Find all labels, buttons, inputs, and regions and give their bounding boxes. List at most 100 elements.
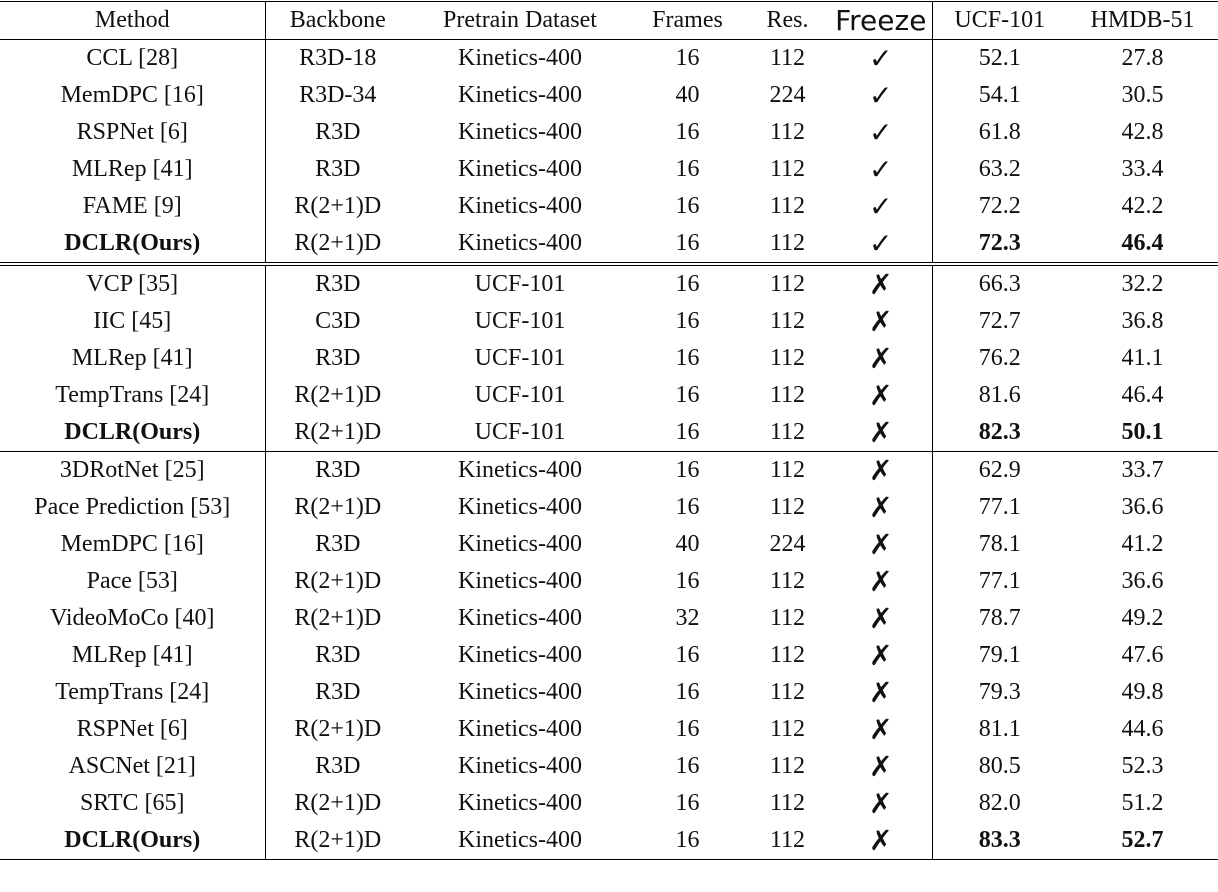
table-cell: 224 (769, 531, 806, 557)
table-cell: 83.3 (978, 827, 1021, 853)
table-cell: 36.6 (1121, 568, 1164, 594)
table-cell: 16 (630, 451, 745, 489)
table-cell: UCF-101 (474, 419, 566, 445)
table-cell: Kinetics-400 (458, 531, 582, 557)
table-cell: ✗ (830, 600, 933, 637)
table-cell: 33.4 (1121, 156, 1164, 182)
table-cell: ✗ (830, 711, 933, 748)
table-cell: Kinetics-400 (458, 45, 582, 71)
header-row: Method Backbone Pretrain Dataset Frames Res.… (0, 1, 1218, 40)
table-cell: R3D (315, 531, 361, 557)
table-cell: 16 (675, 156, 700, 182)
table-cell: 52.3 (1121, 753, 1164, 779)
table-cell: 16 (675, 568, 700, 594)
table-row: ASCNet [21] R3D Kinetics-400 16 112 ✗ 80.5 52.3 (0, 748, 1218, 785)
table-row: FAME [9] R(2+1)D Kinetics-400 16 112 ✓ 72.2 42.… (0, 188, 1218, 225)
table-cell: 80.5 (978, 753, 1021, 779)
table-row: Pace [53] R(2+1)D Kinetics-400 16 112 ✗ 77.1 36… (0, 563, 1218, 600)
table-cell: ✗ (830, 785, 933, 822)
table-cell: 112 (769, 494, 806, 520)
table-cell: 82.0 (978, 790, 1021, 816)
table-cell: MLRep [41] (0, 637, 266, 674)
table-cell: 16 (675, 308, 700, 334)
table-cell: 82.3 (978, 419, 1021, 445)
table-cell: 112 (745, 262, 830, 303)
table-cell: Kinetics-400 (458, 753, 582, 779)
table-cell: 27.8 (1121, 45, 1164, 71)
table-cell: 33.7 (1067, 451, 1218, 489)
table-cell: 72.2 (978, 193, 1021, 219)
table-cell: R3D (265, 262, 410, 303)
table-cell: R(2+1)D (294, 494, 382, 520)
table-cell: DCLR(Ours) (0, 225, 266, 264)
table-cell: MLRep [41] (0, 151, 266, 188)
table-cell: 112 (769, 230, 806, 256)
table-cell: R3D (265, 451, 410, 489)
table-cell: UCF-101 (474, 345, 566, 371)
table-cell: Kinetics-400 (458, 790, 582, 816)
table-cell: 112 (769, 790, 806, 816)
table-cell: 16 (675, 193, 700, 219)
table-cell: RSPNet [6] (0, 711, 266, 748)
table-cell: 112 (769, 419, 806, 445)
table-cell: 16 (675, 716, 700, 742)
table-cell: 112 (769, 45, 806, 71)
table-cell: ✗ (830, 377, 933, 414)
table-cell: ✗ (830, 674, 933, 711)
table-cell: VideoMoCo [40] (0, 600, 266, 637)
table-cell: 16 (675, 642, 700, 668)
table-cell: ✓ (830, 114, 933, 151)
table-cell: 112 (769, 193, 806, 219)
table-cell: 112 (769, 119, 806, 145)
table-row: MemDPC [16] R3D Kinetics-400 40 224 ✗ 78.1 41.2 (0, 526, 1218, 563)
table-cell: Kinetics-400 (458, 716, 582, 742)
table-cell: 47.6 (1121, 642, 1164, 668)
table-cell: CCL [28] (0, 39, 266, 77)
table-cell: 46.4 (1121, 382, 1164, 408)
table-cell: 42.8 (1121, 119, 1164, 145)
table-cell: ✗ (830, 526, 933, 563)
table-row: RSPNet [6] R3D Kinetics-400 16 112 ✓ 61.8 42.8 (0, 114, 1218, 151)
table-cell: R3D-34 (299, 82, 377, 108)
table-row: RSPNet [6] R(2+1)D Kinetics-400 16 112 ✗ 81.1 4… (0, 711, 1218, 748)
header-cell: Res. (766, 7, 809, 33)
table-cell: 72.7 (978, 308, 1021, 334)
table-cell: ✗ (830, 414, 933, 452)
table-cell: IIC [45] (0, 303, 266, 340)
table-cell: 81.6 (978, 382, 1021, 408)
table-row: DCLR(Ours) R(2+1)D Kinetics-400 16 112 ✓ 72.3 4… (0, 225, 1218, 264)
table-cell: R3D (315, 119, 361, 145)
table-cell: Kinetics-400 (458, 494, 582, 520)
table-cell: 32.2 (1067, 262, 1218, 303)
table-cell: C3D (315, 308, 361, 334)
table-cell: 79.1 (978, 642, 1021, 668)
table-cell: 52.1 (978, 45, 1021, 71)
table-cell: 16 (675, 494, 700, 520)
table-row: TempTrans [24] R(2+1)D UCF-101 16 112 ✗ 81.6 46… (0, 377, 1218, 414)
table-cell: Kinetics-400 (458, 230, 582, 256)
table-cell: 51.2 (1121, 790, 1164, 816)
table-cell: MemDPC [16] (0, 526, 266, 563)
header-cell: Freeze (830, 1, 933, 40)
table-cell: MemDPC [16] (0, 77, 266, 114)
table-row: IIC [45] C3D UCF-101 16 112 ✗ 72.7 36.8 (0, 303, 1218, 340)
table-cell: ✓ (830, 77, 933, 114)
table-cell: 112 (769, 827, 806, 853)
table-cell: MLRep [41] (0, 340, 266, 377)
table-cell: 112 (769, 156, 806, 182)
table-cell: 112 (745, 451, 830, 489)
table-cell: 30.5 (1121, 82, 1164, 108)
table-cell: Kinetics-400 (458, 156, 582, 182)
table-cell: 112 (769, 382, 806, 408)
table-cell: 16 (675, 679, 700, 705)
table-cell: 62.9 (932, 451, 1067, 489)
table-cell: ✗ (830, 303, 933, 340)
table-cell: 77.1 (978, 568, 1021, 594)
table-cell: 16 (675, 790, 700, 816)
table-cell: 16 (675, 827, 700, 853)
table-cell: TempTrans [24] (0, 674, 266, 711)
table-cell: Kinetics-400 (410, 451, 630, 489)
table-cell: ✓ (830, 151, 933, 188)
table-cell: R3D (315, 345, 361, 371)
table-cell: 54.1 (978, 82, 1021, 108)
